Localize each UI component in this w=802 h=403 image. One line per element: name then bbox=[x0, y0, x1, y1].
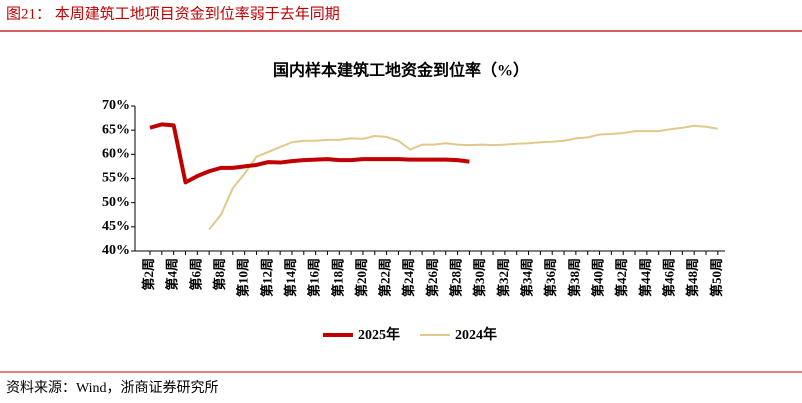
x-tick-label: 第30周 bbox=[472, 258, 487, 297]
y-tick-label: 60% bbox=[102, 147, 130, 162]
x-tick-label: 第22周 bbox=[378, 258, 393, 297]
figure-title: 图21： 本周建筑工地项目资金到位率弱于去年同期 bbox=[6, 5, 340, 22]
source-note: 资料来源：Wind，浙商证券研究所 bbox=[6, 380, 219, 396]
legend-label: 2025年 bbox=[358, 326, 400, 343]
legend-label: 2024年 bbox=[455, 326, 497, 343]
x-tick-label: 第10周 bbox=[236, 258, 251, 297]
x-tick-label: 第20周 bbox=[354, 258, 369, 297]
x-tick-label: 第32周 bbox=[496, 258, 511, 297]
x-tick-label: 第28周 bbox=[449, 258, 464, 297]
series-line bbox=[208, 124, 719, 230]
y-tick-label: 50% bbox=[102, 195, 130, 210]
y-tick-label: 40% bbox=[102, 243, 130, 258]
x-tick-label: 第26周 bbox=[425, 258, 440, 297]
x-tick-label: 第16周 bbox=[307, 258, 322, 297]
x-tick-label: 第12周 bbox=[259, 258, 274, 297]
x-tick-label: 第46周 bbox=[662, 258, 677, 297]
x-tick-label: 第34周 bbox=[520, 258, 535, 297]
y-tick-label: 45% bbox=[102, 219, 130, 234]
y-tick-label: 65% bbox=[102, 122, 130, 137]
series-line bbox=[149, 122, 470, 185]
x-tick-label: 第42周 bbox=[614, 258, 629, 297]
x-tick-label: 第2周 bbox=[141, 258, 156, 291]
x-tick-label: 第44周 bbox=[638, 258, 653, 297]
x-tick-label: 第48周 bbox=[685, 258, 700, 297]
x-tick-label: 第14周 bbox=[283, 258, 298, 297]
x-tick-label: 第8周 bbox=[212, 258, 227, 291]
y-tick-label: 70% bbox=[102, 98, 130, 113]
x-tick-label: 第38周 bbox=[567, 258, 582, 297]
y-tick-label: 55% bbox=[102, 171, 130, 186]
x-tick-label: 第24周 bbox=[401, 258, 416, 297]
x-tick-label: 第40周 bbox=[591, 258, 606, 297]
chart-title: 国内样本建筑工地资金到位率（%） bbox=[273, 61, 529, 80]
x-tick-label: 第18周 bbox=[330, 258, 345, 297]
x-tick-label: 第36周 bbox=[543, 258, 558, 297]
x-tick-label: 第4周 bbox=[165, 258, 180, 291]
x-tick-label: 第6周 bbox=[188, 258, 203, 291]
x-tick-label: 第50周 bbox=[709, 258, 724, 297]
